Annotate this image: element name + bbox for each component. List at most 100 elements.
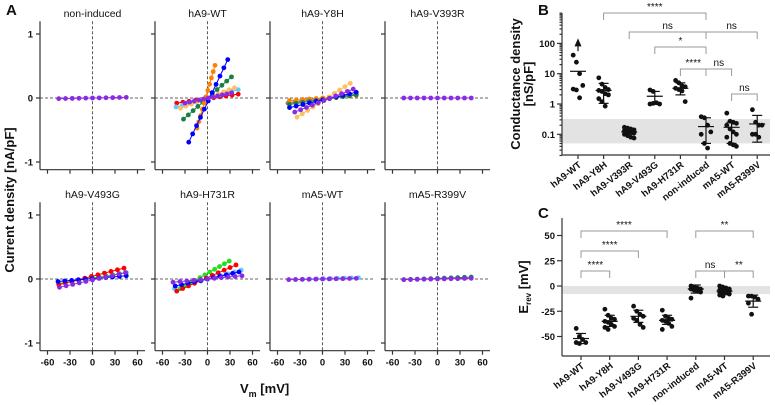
iv-data-point	[428, 95, 434, 101]
iv-data-point	[178, 105, 183, 111]
significance-label: ns	[705, 260, 716, 271]
iv-data-point	[108, 269, 114, 274]
data-group	[595, 75, 612, 109]
data-point	[602, 103, 608, 109]
significance-label: **	[721, 220, 729, 231]
y-tick-label: 25	[544, 256, 555, 267]
data-group	[630, 303, 647, 330]
iv-data-point	[210, 94, 216, 100]
iv-data-point	[56, 96, 62, 102]
data-point	[708, 129, 714, 135]
iv-data-point	[103, 274, 109, 280]
y-tick-label: 1	[28, 30, 34, 41]
data-point	[724, 134, 730, 140]
iv-series	[401, 95, 474, 101]
significance-bracket: **	[724, 260, 754, 278]
x-tick-label: 0	[205, 358, 210, 369]
y-label-sub: rev	[524, 292, 533, 305]
iv-data-point	[299, 111, 305, 117]
significance-bracket: *	[654, 36, 707, 54]
iv-data-point	[448, 95, 454, 101]
panel-c-reversal-potential: 50250-25-50hA9-WThA9-Y8HhA9-V493GhA9-H73…	[516, 218, 770, 404]
iv-data-point	[194, 123, 199, 129]
data-group	[723, 110, 740, 149]
iv-series	[286, 275, 359, 283]
panel-label-a: A	[6, 2, 17, 19]
y-label-unit: [mV]	[516, 260, 531, 293]
iv-data-point	[173, 104, 179, 110]
significance-label: ****	[685, 58, 701, 69]
y-label-main: E	[516, 305, 531, 314]
iv-data-point	[233, 262, 239, 268]
iv-data-point	[298, 107, 303, 113]
x-tick-label: 0	[320, 358, 325, 369]
iv-data-point	[293, 103, 299, 109]
bracket-line	[705, 68, 733, 76]
data-point	[577, 95, 582, 101]
significance-bracket: **	[695, 220, 754, 238]
x-tick-label: 30	[110, 358, 121, 369]
data-group	[570, 38, 586, 101]
significance-label: ns	[662, 21, 673, 32]
y-tick-label: 50	[544, 231, 555, 242]
data-point	[640, 325, 646, 330]
iv-data-point	[123, 270, 128, 275]
iv-data-point	[235, 87, 241, 93]
iv-data-point	[292, 109, 298, 115]
iv-data-point	[174, 288, 180, 294]
iv-data-point	[191, 277, 197, 283]
data-point	[612, 316, 617, 322]
subplot-title: non-induced	[64, 8, 122, 20]
iv-data-point	[212, 62, 218, 68]
x-tick-label: -60	[41, 358, 55, 369]
iv-data-point	[214, 87, 220, 92]
iv-data-point	[184, 278, 190, 284]
x-tick-label: -30	[63, 358, 77, 369]
significance-label: *	[678, 36, 682, 47]
iv-data-point	[62, 278, 68, 284]
significance-label: ****	[647, 2, 663, 13]
iv-data-point	[123, 94, 129, 100]
subplot-title: hA9-H731R	[180, 189, 235, 201]
data-group	[749, 107, 766, 143]
y-tick-label: -1	[25, 158, 34, 169]
subplot-title: hA9-WT	[188, 8, 227, 20]
iv-data-point	[347, 276, 352, 281]
significance-bracket: ns	[695, 260, 725, 278]
x-tick-label: -30	[293, 358, 307, 369]
panel-label-b: B	[538, 2, 549, 19]
iv-data-point	[333, 276, 339, 282]
iv-data-point	[201, 96, 207, 102]
bracket-line	[580, 250, 639, 258]
data-point	[750, 107, 755, 113]
iv-data-point	[219, 92, 225, 98]
iv-data-point	[299, 276, 305, 282]
bracket-line	[724, 270, 754, 278]
subplot-title: mA5-WT	[302, 189, 344, 201]
significance-bracket: ns	[731, 83, 758, 101]
data-point	[573, 326, 579, 331]
iv-series	[292, 86, 356, 115]
iv-data-point	[455, 276, 461, 282]
iv-data-point	[300, 102, 306, 107]
shaded-band	[562, 118, 770, 144]
iv-data-point	[205, 95, 211, 101]
x-tick-label: 0	[435, 358, 440, 369]
iv-data-point	[232, 85, 237, 91]
iv-data-point	[232, 274, 238, 279]
iv-subplot: hA9-H731R -60 -30 0 30 60	[151, 189, 260, 369]
iv-series	[186, 57, 231, 145]
data-point	[570, 52, 576, 58]
data-group	[646, 87, 663, 107]
iv-data-point	[63, 283, 69, 289]
iv-data-point	[287, 105, 292, 110]
subplot-title: hA9-Y8H	[301, 8, 344, 20]
data-point	[682, 99, 688, 105]
y-tick-label: 100	[539, 39, 555, 50]
iv-data-point	[212, 266, 218, 272]
significance-label: ns	[726, 21, 737, 32]
iv-data-point	[217, 264, 222, 269]
iv-data-point	[306, 276, 312, 282]
iv-data-point	[320, 276, 325, 282]
